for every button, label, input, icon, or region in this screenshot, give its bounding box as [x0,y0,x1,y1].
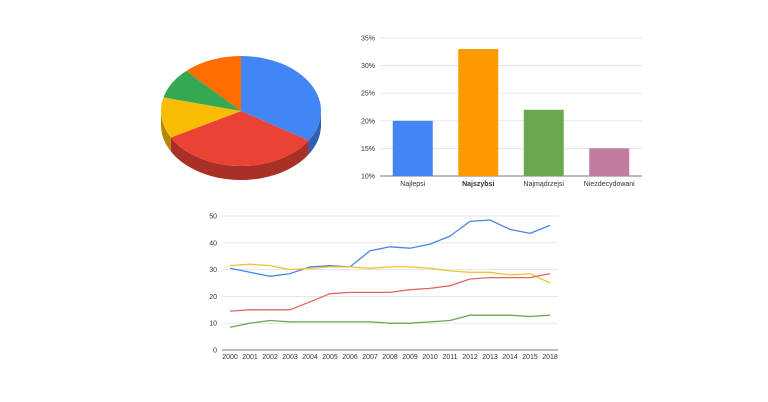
pie-slice-0 [241,56,321,141]
bar-2 [523,109,564,176]
line-y-tick-label: 50 [209,214,217,221]
pie-slice-1 [170,111,309,166]
line-x-tick-label: 2000 [222,354,238,361]
line-x-tick-label: 2007 [362,354,378,361]
line-series-0 [229,219,551,277]
line-x-tick-label: 2010 [422,354,438,361]
line-x-tick-label: 2006 [342,354,358,361]
bar-y-tick-label: 30% [361,63,375,70]
line-x-tick-label: 2005 [322,354,338,361]
line-y-tick-label: 30 [209,267,217,274]
line-x-tick-label: 2001 [242,354,258,361]
bar-y-tick-label: 35% [361,36,375,43]
bar-y-tick-label: 10% [361,174,375,181]
line-series-3 [229,314,551,328]
line-x-tick-label: 2015 [522,354,538,361]
line-x-tick-label: 2003 [282,354,298,361]
line-y-tick-label: 40 [209,240,217,247]
line-series-2 [229,272,551,312]
line-x-tick-label: 2004 [302,354,318,361]
line-x-tick-label: 2014 [502,354,518,361]
line-x-tick-label: 2009 [402,354,418,361]
line-y-tick-label: 20 [209,294,217,301]
pie-slice-2 [161,97,241,138]
bar-y-tick-label: 20% [361,118,375,125]
pie-slice-4 [186,56,241,111]
line-x-tick-label: 2018 [542,354,558,361]
pie-slice-side-1 [170,137,309,180]
line-x-tick-label: 2012 [462,354,478,361]
line-x-tick-label: 2013 [482,354,498,361]
line-series-1 [229,263,551,284]
bar-3 [589,148,630,176]
bar-0 [392,120,433,176]
pie-slice-side-2 [161,111,171,152]
bar-1 [458,49,499,176]
line-y-tick-label: 10 [209,321,217,328]
pie-slice-side-0 [308,111,321,155]
line-y-tick-label: 0 [213,348,217,355]
line-x-tick-label: 2008 [382,354,398,361]
bar-category-label: Najlepsi [400,181,425,188]
line-x-tick-label: 2002 [262,354,278,361]
bar-category-label: Najmądrzejsi [524,181,565,188]
bar-y-tick-label: 15% [361,146,375,153]
bar-y-tick-label: 25% [361,91,375,98]
pie-slice-3 [163,70,241,111]
bar-category-label: Najszybsi [462,181,494,188]
bar-category-label: Niezdecydowani [584,181,635,188]
line-x-tick-label: 2011 [442,354,457,361]
